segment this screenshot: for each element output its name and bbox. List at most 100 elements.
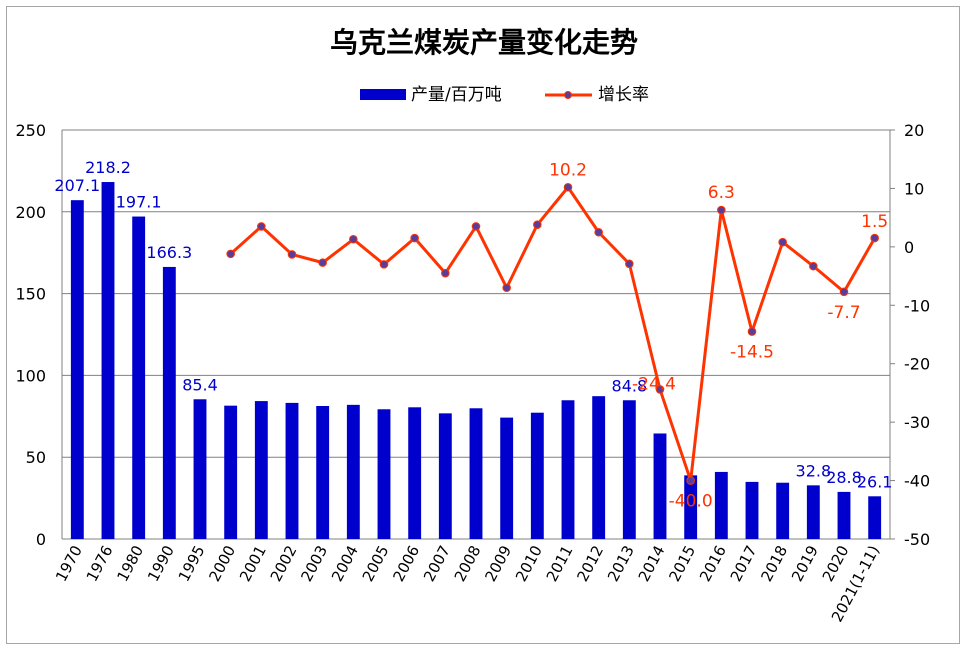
production-bar — [776, 482, 790, 539]
growth-marker — [686, 476, 695, 485]
x-tick-label: 1995 — [175, 542, 209, 584]
production-bar — [806, 485, 820, 539]
bar-data-label: 84.8 — [612, 376, 648, 395]
production-bar — [70, 200, 84, 540]
production-bar — [684, 475, 698, 539]
growth-data-label: 1.5 — [861, 212, 888, 232]
y-left-tick-label: 150 — [15, 285, 46, 304]
growth-marker — [441, 268, 450, 278]
growth-line — [229, 185, 876, 483]
growth-marker — [625, 259, 634, 269]
growth-marker — [287, 250, 297, 259]
y-right-tick-label: 0 — [904, 238, 914, 257]
growth-marker — [533, 220, 542, 229]
growth-marker — [747, 327, 757, 336]
x-tick-label: 2009 — [481, 542, 515, 584]
production-bar — [254, 401, 268, 539]
growth-marker — [809, 261, 818, 271]
x-tick-label: 1980 — [113, 542, 147, 584]
growth-data-label: -24.4 — [632, 374, 676, 394]
production-bar — [592, 396, 606, 539]
production-bar — [868, 496, 882, 539]
bar-data-label: 207.1 — [54, 176, 100, 195]
x-tick-label: 1970 — [52, 542, 86, 584]
y-right-tick-label: -50 — [904, 530, 930, 549]
production-bar — [500, 417, 514, 539]
x-tick-label: 2015 — [665, 542, 699, 584]
growth-data-label: -40.0 — [669, 492, 713, 512]
growth-data-label: -7.7 — [827, 303, 860, 323]
y-right-tick-label: -20 — [904, 355, 930, 374]
y-left-tick-label: 50 — [26, 448, 46, 467]
production-bar — [132, 216, 146, 539]
x-tick-label: 2005 — [359, 542, 393, 584]
y-left-tick-label: 0 — [36, 530, 46, 549]
x-tick-label: 2003 — [297, 542, 331, 584]
growth-marker — [318, 258, 327, 267]
legend-bar-label: 产量/百万吨 — [411, 85, 502, 105]
growth-marker — [870, 233, 879, 243]
y-left-tick-label: 200 — [15, 203, 46, 222]
growth-marker — [226, 249, 235, 259]
growth-marker — [655, 385, 665, 394]
x-tick-label: 2000 — [205, 542, 239, 584]
production-bar — [316, 405, 330, 539]
x-tick-label: 2010 — [512, 542, 546, 584]
x-tick-label: 2014 — [635, 542, 669, 584]
x-tick-label: 2013 — [604, 542, 638, 584]
growth-data-label: 6.3 — [708, 183, 735, 203]
growth-marker — [349, 234, 358, 244]
growth-data-label: -14.5 — [730, 343, 774, 363]
y-left-tick-label: 100 — [15, 366, 46, 385]
growth-data-label: 10.2 — [549, 160, 587, 180]
production-bar — [438, 413, 452, 539]
bar-data-label: 197.1 — [116, 193, 162, 212]
growth-marker — [594, 227, 603, 237]
legend-bar-swatch — [360, 89, 406, 100]
x-tick-label: 2011 — [543, 542, 577, 584]
production-bar — [530, 412, 544, 539]
bar-data-label: 32.8 — [796, 461, 832, 480]
x-tick-label: 2019 — [788, 542, 822, 584]
y-right-tick-label: -10 — [904, 296, 930, 315]
production-bar — [285, 402, 299, 539]
production-bar — [745, 481, 759, 539]
bar-data-label: 218.2 — [85, 158, 131, 177]
production-bar — [469, 408, 483, 539]
production-bar — [346, 404, 360, 539]
legend-line-marker — [564, 91, 572, 99]
x-tick-label: 2007 — [420, 542, 454, 584]
production-bar — [162, 266, 176, 539]
bar-data-label: 85.4 — [182, 375, 218, 394]
bar-data-label: 28.8 — [826, 468, 862, 487]
legend-line-label: 增长率 — [598, 85, 649, 105]
x-tick-label: 2017 — [727, 542, 761, 584]
y-right-tick-label: 10 — [904, 179, 924, 198]
y-left-tick-label: 250 — [15, 121, 46, 140]
production-bar — [193, 399, 207, 539]
growth-marker — [410, 233, 419, 243]
chart-title: 乌克兰煤炭产量变化走势 — [330, 26, 638, 59]
production-bar — [408, 407, 422, 539]
production-bar — [224, 405, 238, 539]
y-right-tick-label: -30 — [904, 413, 930, 432]
growth-marker — [778, 237, 787, 247]
x-tick-label: 1976 — [83, 542, 117, 584]
growth-marker — [563, 182, 573, 192]
x-tick-label: 2004 — [328, 542, 362, 584]
production-bar — [377, 409, 391, 539]
x-tick-label: 1990 — [144, 542, 178, 584]
x-tick-label: 2002 — [267, 542, 301, 584]
production-bar — [622, 400, 636, 539]
growth-marker — [471, 222, 481, 231]
x-tick-label: 2012 — [573, 542, 607, 584]
growth-marker — [839, 287, 849, 297]
growth-marker — [257, 222, 266, 231]
bar-data-label: 166.3 — [146, 243, 192, 262]
production-bar — [653, 433, 667, 539]
x-tick-label: 2006 — [389, 542, 423, 584]
y-right-tick-label: 20 — [904, 121, 924, 140]
x-tick-label: 2008 — [451, 542, 485, 584]
